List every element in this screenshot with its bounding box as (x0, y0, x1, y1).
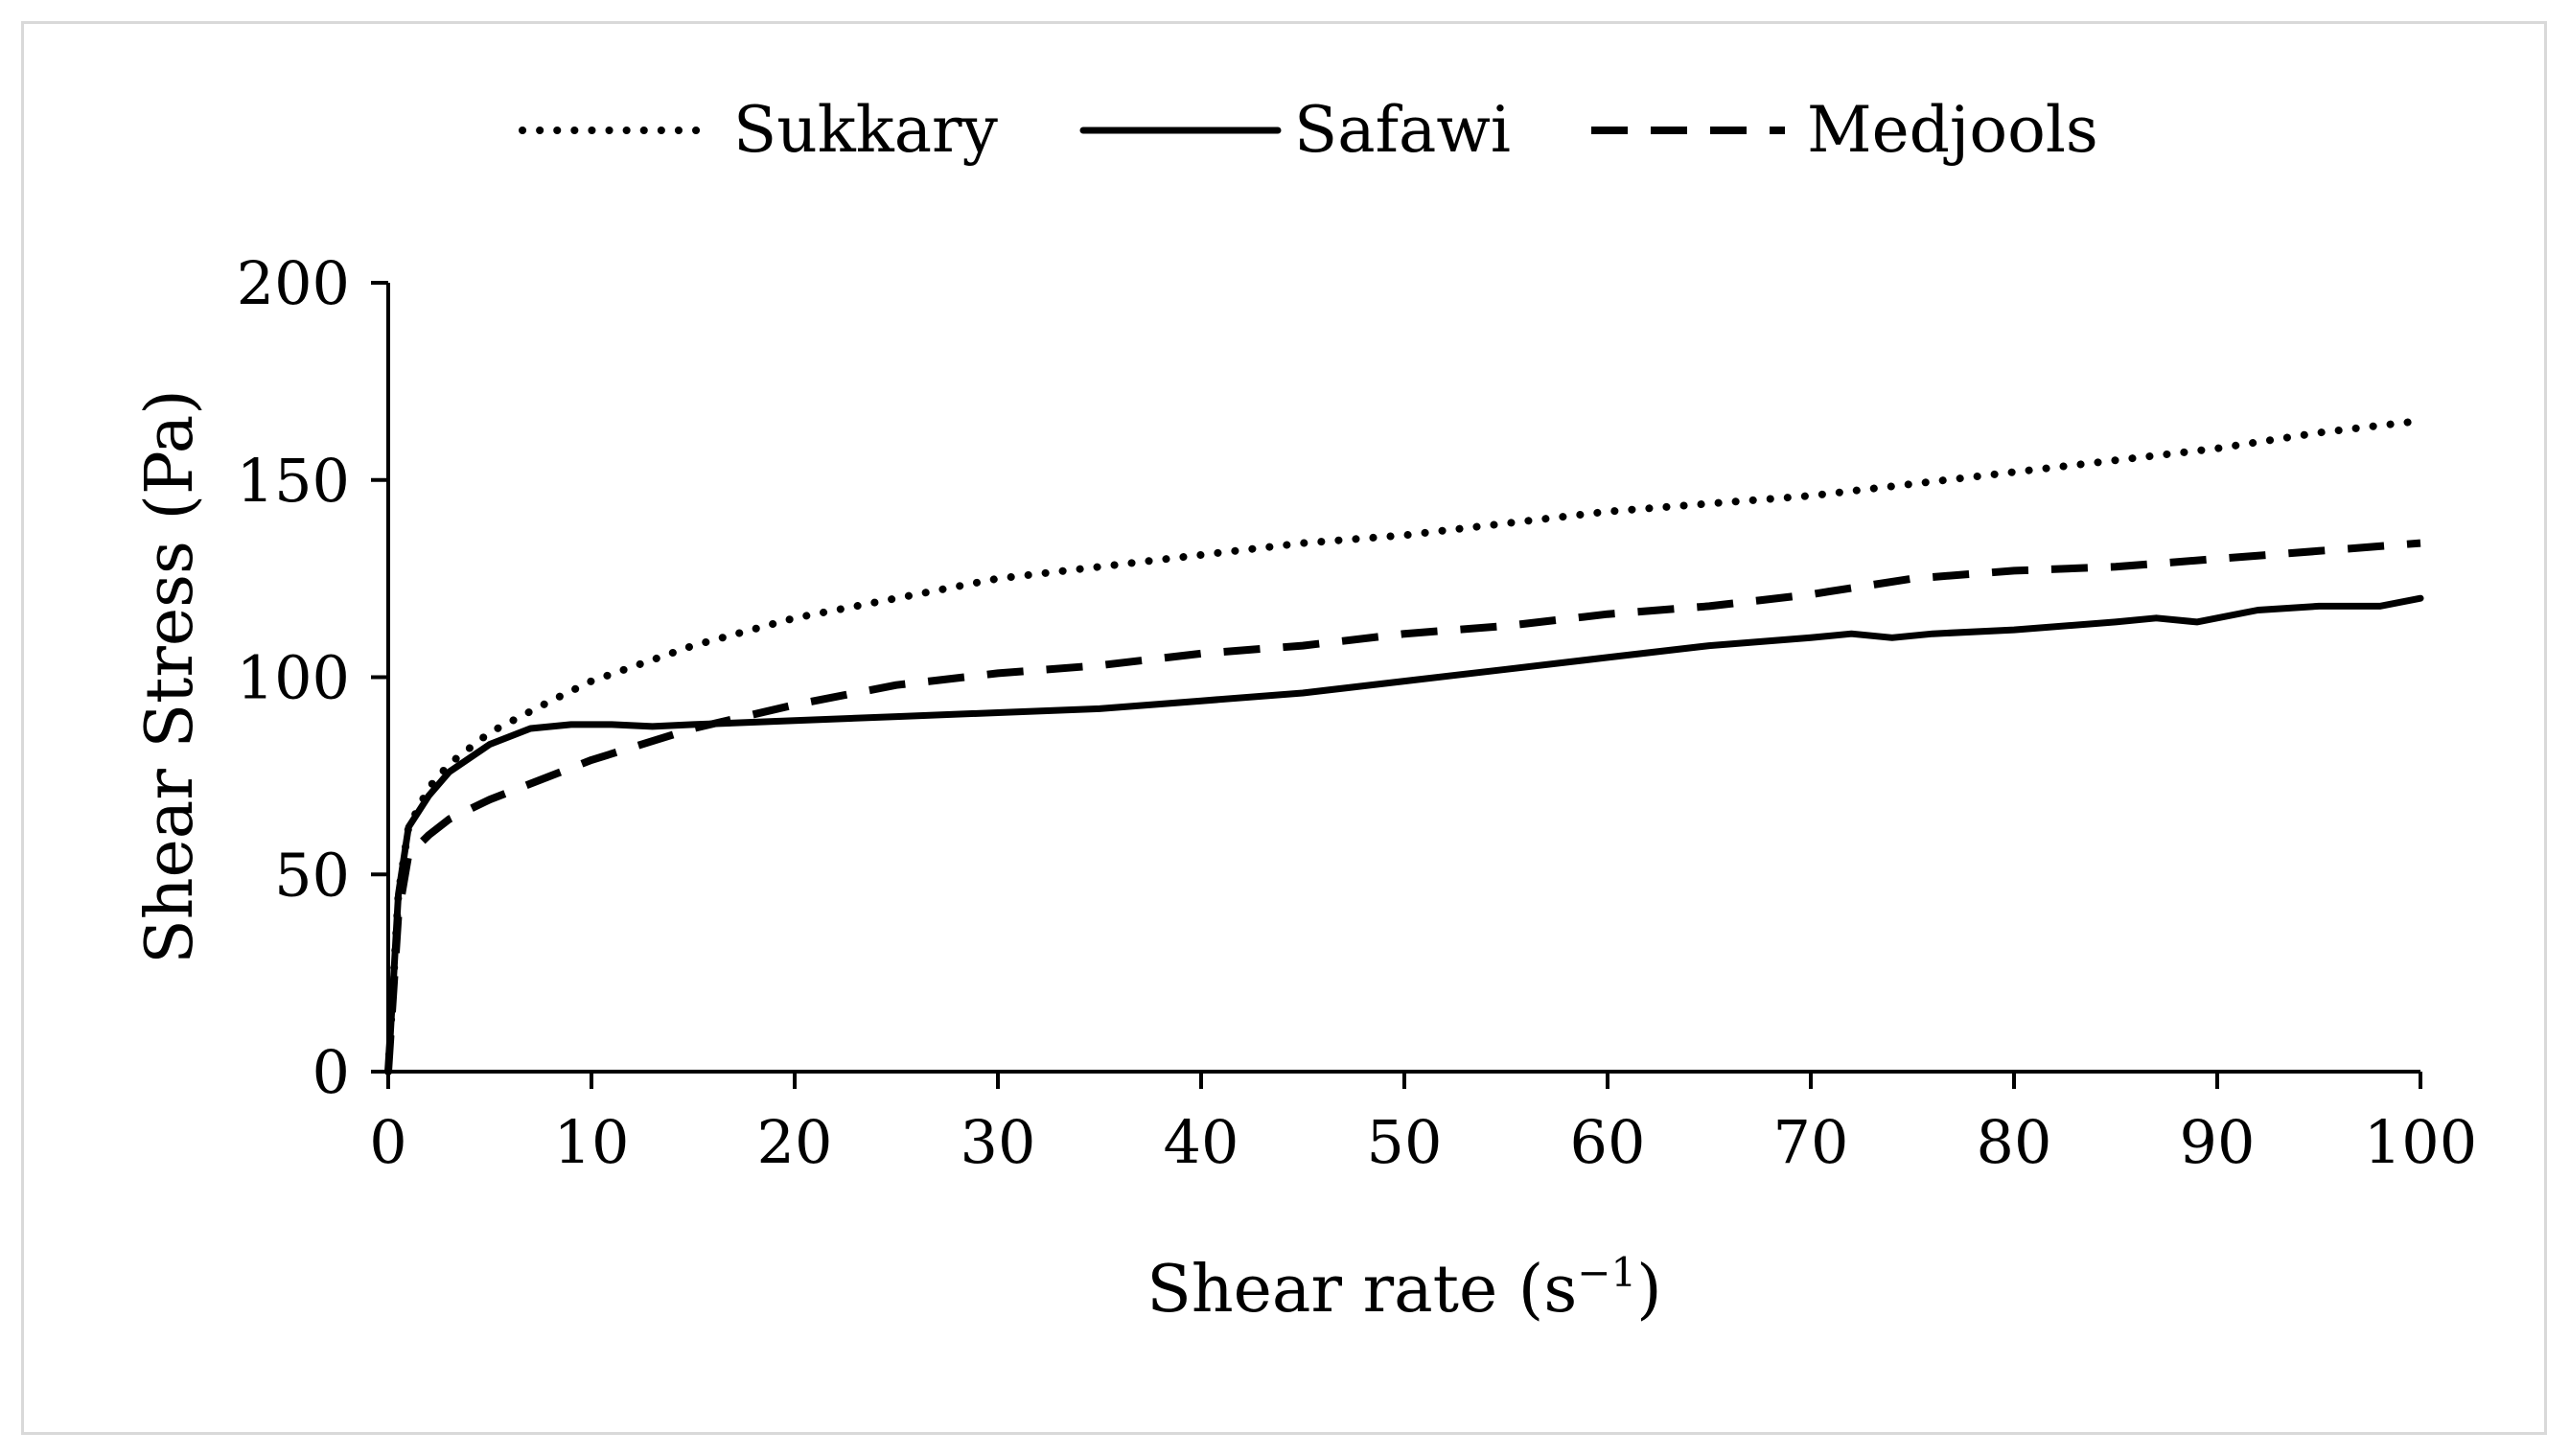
x-axis-label-main: Shear rate (s (1146, 1252, 1577, 1328)
series-line-sukkary (384, 417, 2424, 1075)
legend-label: Safawi (1294, 93, 1511, 167)
legend-item-medjools: Medjools (1591, 93, 2098, 167)
x-tick-label: 70 (1773, 1107, 1849, 1177)
x-tick-label: 30 (961, 1107, 1036, 1177)
ticks: 0 10 20 30 40 50 60 70 80 90 100 0 50 100 150 200 (237, 248, 2478, 1177)
x-tick-label: 40 (1164, 1107, 1239, 1177)
x-tick-label: 20 (757, 1107, 833, 1177)
y-tick-label: 150 (237, 446, 350, 516)
legend-item-sukkary: Sukkary (519, 93, 999, 167)
y-tick-label: 200 (237, 248, 350, 318)
y-tick-label: 50 (274, 840, 350, 910)
x-axis-label: Shear rate (s−1) (1146, 1249, 1661, 1328)
x-tick-label: 80 (1977, 1107, 2052, 1177)
y-axis-label: Shear Stress (Pa) (132, 389, 208, 964)
x-axis-label-exponent: −1 (1577, 1249, 1636, 1296)
x-tick-label: 10 (554, 1107, 630, 1177)
axes (386, 283, 2420, 1074)
x-tick-label: 90 (2180, 1107, 2256, 1177)
legend-label: Medjools (1807, 93, 2098, 167)
x-tick-label: 0 (369, 1107, 406, 1177)
y-tick-label: 0 (313, 1037, 350, 1107)
legend-label: Sukkary (733, 93, 999, 167)
legend-item-safawi: Safawi (1079, 93, 1511, 167)
y-tick-label: 100 (237, 643, 350, 713)
x-tick-label: 50 (1367, 1107, 1443, 1177)
x-tick-label: 60 (1570, 1107, 1646, 1177)
series-layer (384, 417, 2424, 1075)
x-tick-label: 100 (2364, 1107, 2477, 1177)
chart-frame (21, 21, 2547, 1435)
series-line-safawi (384, 594, 2424, 1075)
x-axis-label-close: ) (1636, 1252, 1662, 1328)
series-line-medjools (384, 539, 2421, 1073)
legend: Sukkary Safawi Medjools (519, 93, 2098, 167)
